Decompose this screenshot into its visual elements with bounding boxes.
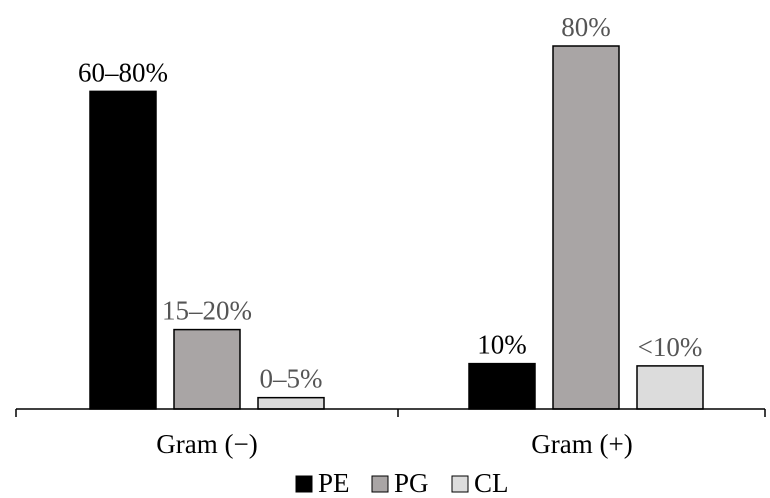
bars-layer bbox=[89, 45, 704, 410]
data-label: <10% bbox=[638, 332, 703, 362]
bar-cl bbox=[257, 396, 325, 410]
legend-label-cl: CL bbox=[474, 468, 509, 498]
data-label: 0–5% bbox=[260, 364, 323, 394]
category-label: Gram (−) bbox=[156, 429, 257, 459]
x-axis: Gram (−) Gram (+) bbox=[15, 408, 766, 459]
bar-cl bbox=[636, 365, 704, 410]
legend-swatch-pe bbox=[295, 475, 313, 493]
data-label: 60–80% bbox=[78, 57, 168, 87]
data-label: 80% bbox=[561, 12, 611, 42]
category-label: Gram (+) bbox=[531, 429, 632, 459]
legend-swatch-pg bbox=[371, 475, 389, 493]
data-label: 15–20% bbox=[162, 296, 252, 326]
bar-pg bbox=[173, 328, 241, 410]
bar-pe bbox=[89, 90, 157, 410]
data-label: 10% bbox=[477, 330, 527, 360]
legend-label-pg: PG bbox=[394, 468, 429, 498]
data-labels-layer: 60–80% 10% 15–20% 80% 0–5% <10% bbox=[78, 12, 702, 394]
legend-label-pe: PE bbox=[318, 468, 350, 498]
bar-pe bbox=[468, 362, 536, 410]
legend: PE PG CL bbox=[295, 468, 509, 498]
bar-pg bbox=[552, 45, 620, 410]
legend-swatch-cl bbox=[451, 475, 469, 493]
